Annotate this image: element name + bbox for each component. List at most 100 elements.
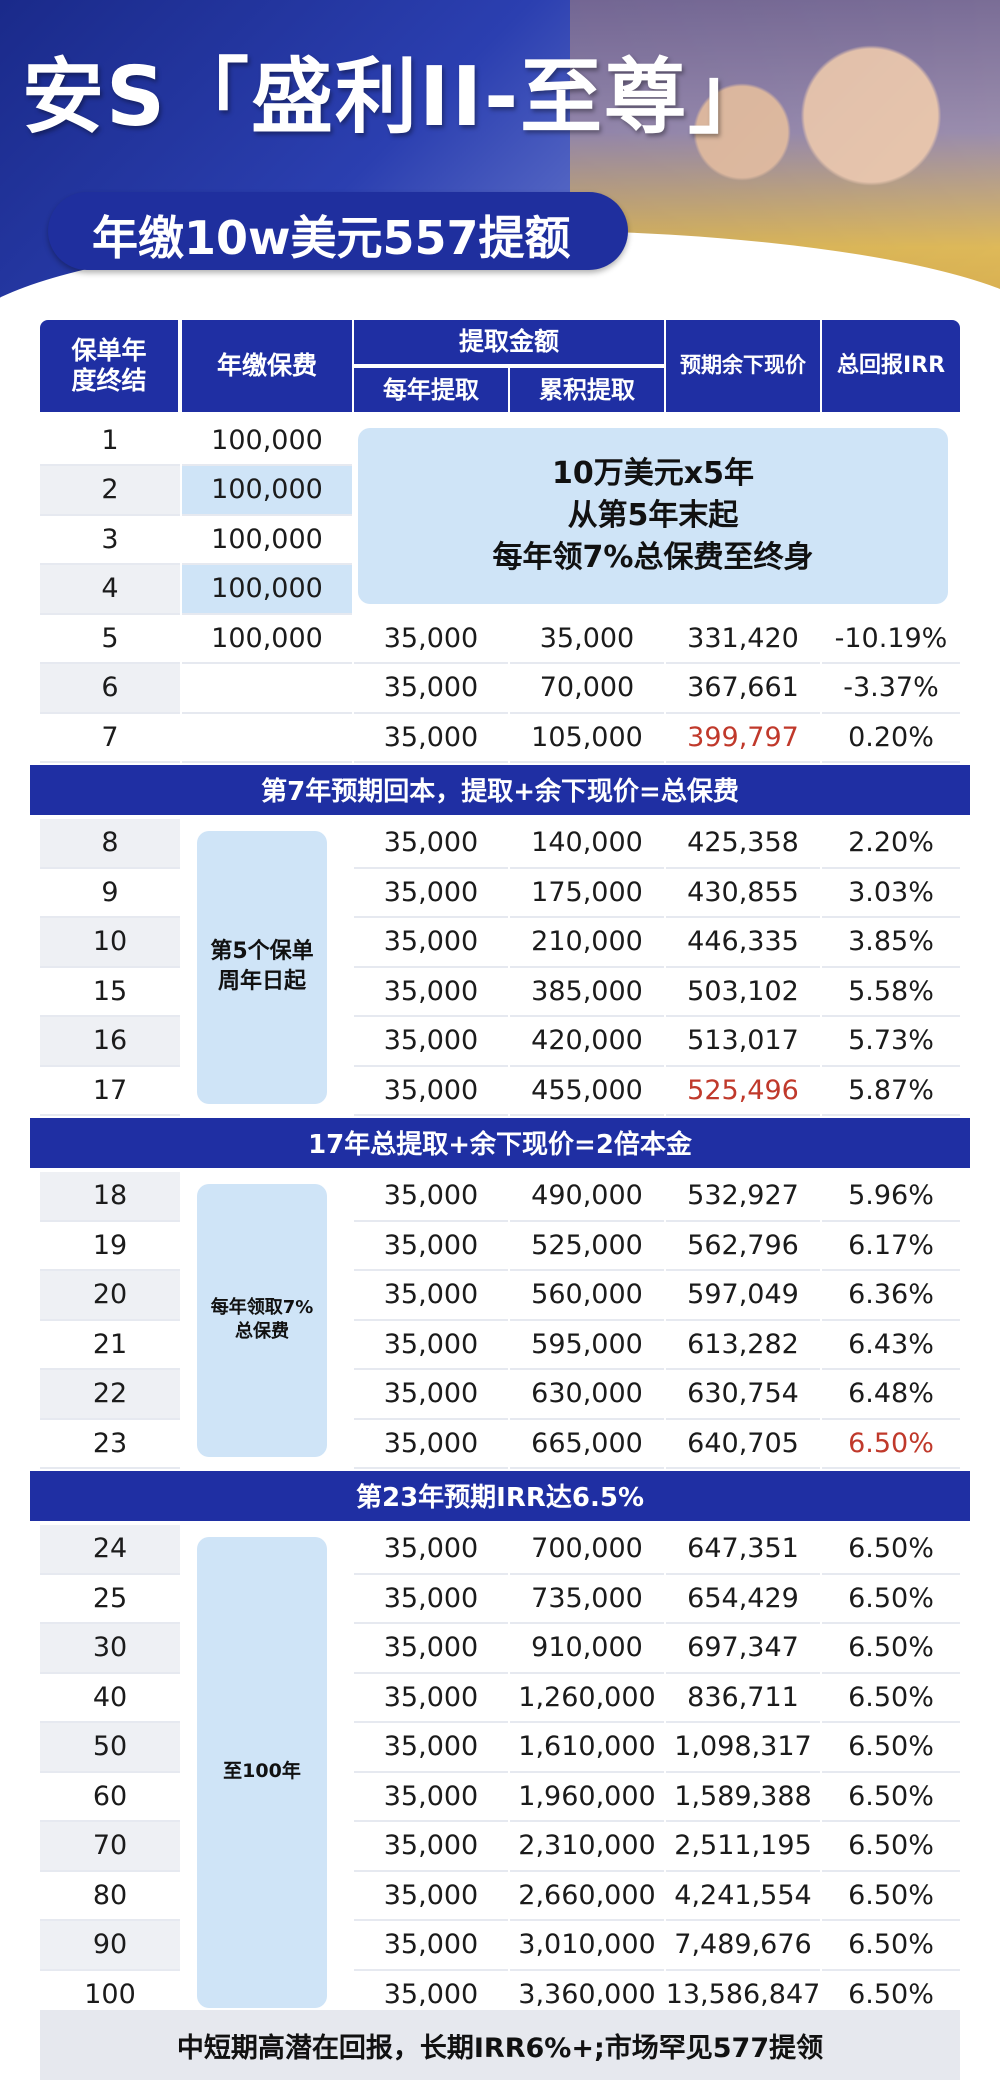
table-cell: 35,000 — [354, 1271, 508, 1321]
table-row: 24 35,000 700,000 647,351 6.50% — [40, 1524, 960, 1575]
intro-note-line: 每年领7%总保费至终身 — [492, 540, 814, 575]
table-cell: 35,000 — [354, 1525, 508, 1575]
table-cell: 4 — [40, 564, 180, 615]
table-row: 3 100,000 — [40, 515, 960, 565]
table-cell: 2,310,000 — [510, 1822, 664, 1872]
table-row: 18 35,000 490,000 532,927 5.96% — [40, 1171, 960, 1222]
table-cell: 80 — [40, 1871, 180, 1921]
section-banner: 第7年预期回本，提取+余下现价=总保费 — [30, 764, 970, 815]
table-cell: 654,429 — [666, 1574, 820, 1624]
table-cell: 175,000 — [510, 868, 664, 918]
table-cell: 331,420 — [666, 614, 820, 664]
subtitle-pill — [48, 192, 628, 270]
table-cell: 60 — [40, 1772, 180, 1822]
table-row: 16 35,000 420,000 513,017 5.73% — [40, 1016, 960, 1067]
table-cell: 16 — [40, 1016, 180, 1067]
table-cell: 1,960,000 — [510, 1772, 664, 1822]
table-cell: 6 — [40, 663, 180, 714]
table-cell: 100,000 — [182, 564, 352, 615]
hero-banner — [0, 0, 1000, 330]
table-cell: 30 — [40, 1623, 180, 1674]
table-cell: 35,000 — [354, 1921, 508, 1971]
table-cell: 35,000 — [354, 1723, 508, 1773]
table-cell: 385,000 — [510, 967, 664, 1017]
table-cell: 35,000 — [354, 967, 508, 1017]
table-cell: 595,000 — [510, 1320, 664, 1370]
table-cell: 525,496 — [666, 1066, 820, 1116]
table-cell: 100,000 — [182, 515, 352, 565]
table-cell: 490,000 — [510, 1172, 664, 1222]
table-row: 10 35,000 210,000 446,335 3.85% — [40, 917, 960, 968]
table-cell: 7,489,676 — [666, 1921, 820, 1971]
table-cell: 630,754 — [666, 1370, 820, 1420]
table-cell: 1,260,000 — [510, 1673, 664, 1723]
table-cell: 647,351 — [666, 1525, 820, 1575]
table-row: 30 35,000 910,000 697,347 6.50% — [40, 1623, 960, 1674]
page-subtitle: 年缴10w美元557提额 — [92, 211, 571, 265]
table-cell: 613,282 — [666, 1320, 820, 1370]
table-cell: 6.50% — [822, 1822, 960, 1872]
table-cell: 21 — [40, 1320, 180, 1370]
table-cell: 630,000 — [510, 1370, 664, 1420]
table-cell: 697,347 — [666, 1624, 820, 1674]
table-cell: 700,000 — [510, 1525, 664, 1575]
table-cell: 3 — [40, 515, 180, 565]
footer-note: 中短期高潜在回报，长期IRR6%+;市场罕见577提领 — [40, 2010, 960, 2080]
table-row: 90 35,000 3,010,000 7,489,676 6.50% — [40, 1920, 960, 1971]
table-cell: 35,000 — [354, 1624, 508, 1674]
table-cell: 35,000 — [354, 1370, 508, 1420]
table-cell: 17 — [40, 1066, 180, 1116]
table-cell: 513,017 — [666, 1017, 820, 1067]
table-cell — [182, 713, 352, 763]
table-cell: 4,241,554 — [666, 1871, 820, 1921]
table-row: 80 35,000 2,660,000 4,241,554 6.50% — [40, 1871, 960, 1921]
table-cell: 6.17% — [822, 1221, 960, 1271]
table-cell: 5.58% — [822, 967, 960, 1017]
table-cell: 35,000 — [354, 1822, 508, 1872]
table-cell: 5.87% — [822, 1066, 960, 1116]
table-cell: 2,511,195 — [666, 1822, 820, 1872]
table-row: 22 35,000 630,000 630,754 6.48% — [40, 1369, 960, 1420]
table-cell: 35,000 — [354, 713, 508, 763]
header-annual: 每年提取 — [354, 368, 508, 412]
table-cell: 90 — [40, 1920, 180, 1971]
table-cell: 40 — [40, 1673, 180, 1723]
table-cell: 6.50% — [822, 1673, 960, 1723]
table-cell: 425,358 — [666, 819, 820, 869]
table-row: 6 35,000 70,000 367,661 -3.37% — [40, 663, 960, 714]
table-cell: 2.20% — [822, 819, 960, 869]
table-cell: 100,000 — [182, 416, 352, 466]
table-cell: 2,660,000 — [510, 1871, 664, 1921]
table-row: 2 100,000 — [40, 465, 960, 516]
table-cell: 640,705 — [666, 1419, 820, 1469]
table-cell: 35,000 — [354, 1320, 508, 1370]
table-cell: 1,098,317 — [666, 1723, 820, 1773]
table-cell: 1 — [40, 416, 180, 466]
table-cell — [182, 664, 352, 714]
table-cell: 35,000 — [354, 614, 508, 664]
section-note: 至100年 — [197, 1536, 327, 2008]
table-cell: 430,855 — [666, 868, 820, 918]
table-cell: 35,000 — [354, 1871, 508, 1921]
section-banner: 17年总提取+余下现价=2倍本金 — [30, 1117, 970, 1168]
table-cell: 3.03% — [822, 868, 960, 918]
table-cell: 6.50% — [822, 1574, 960, 1624]
table-row: 50 35,000 1,610,000 1,098,317 6.50% — [40, 1722, 960, 1773]
table-cell: 20 — [40, 1270, 180, 1321]
table-cell: 22 — [40, 1369, 180, 1420]
table-cell: 910,000 — [510, 1624, 664, 1674]
table-cell: 100,000 — [182, 465, 352, 516]
table-cell: 5.73% — [822, 1017, 960, 1067]
table-cell: 70,000 — [510, 664, 664, 714]
page-title: 安S「盛利II-至尊」 — [22, 50, 773, 145]
table-cell: 23 — [40, 1419, 180, 1469]
header-premium: 年缴保费 — [182, 320, 352, 412]
table-row: 20 35,000 560,000 597,049 6.36% — [40, 1270, 960, 1321]
table-row: 23 35,000 665,000 640,705 6.50% — [40, 1419, 960, 1469]
table-cell: 5 — [40, 614, 180, 664]
table-cell: 105,000 — [510, 713, 664, 763]
table-row: 70 35,000 2,310,000 2,511,195 6.50% — [40, 1821, 960, 1872]
table-cell: 525,000 — [510, 1221, 664, 1271]
table-cell: 420,000 — [510, 1017, 664, 1067]
table-cell: 6.50% — [822, 1871, 960, 1921]
